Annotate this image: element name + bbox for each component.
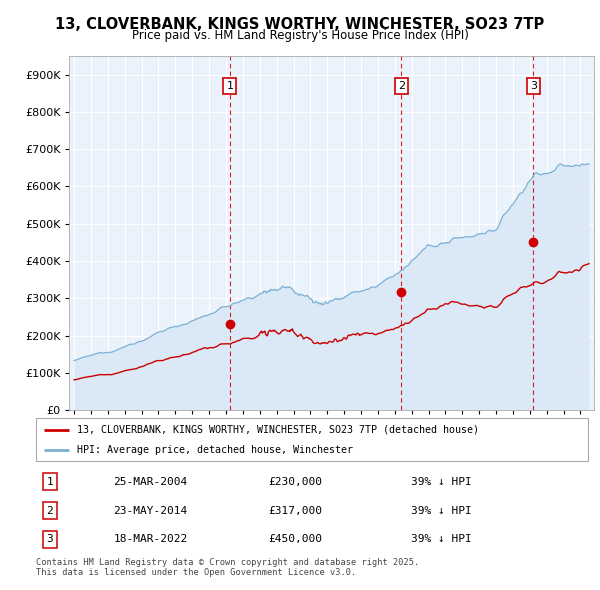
Text: 1: 1	[46, 477, 53, 487]
Text: 39% ↓ HPI: 39% ↓ HPI	[412, 506, 472, 516]
Text: 25-MAR-2004: 25-MAR-2004	[113, 477, 188, 487]
Text: 3: 3	[46, 535, 53, 545]
Text: £450,000: £450,000	[268, 535, 322, 545]
Text: £230,000: £230,000	[268, 477, 322, 487]
Text: 2: 2	[398, 81, 405, 91]
Text: £317,000: £317,000	[268, 506, 322, 516]
Text: Price paid vs. HM Land Registry's House Price Index (HPI): Price paid vs. HM Land Registry's House …	[131, 30, 469, 42]
Text: 39% ↓ HPI: 39% ↓ HPI	[412, 535, 472, 545]
Text: 23-MAY-2014: 23-MAY-2014	[113, 506, 188, 516]
Text: 13, CLOVERBANK, KINGS WORTHY, WINCHESTER, SO23 7TP: 13, CLOVERBANK, KINGS WORTHY, WINCHESTER…	[55, 17, 545, 31]
Text: HPI: Average price, detached house, Winchester: HPI: Average price, detached house, Winc…	[77, 445, 353, 455]
Text: 13, CLOVERBANK, KINGS WORTHY, WINCHESTER, SO23 7TP (detached house): 13, CLOVERBANK, KINGS WORTHY, WINCHESTER…	[77, 425, 479, 435]
Text: 2: 2	[46, 506, 53, 516]
Text: 1: 1	[226, 81, 233, 91]
Text: 3: 3	[530, 81, 537, 91]
Text: Contains HM Land Registry data © Crown copyright and database right 2025.
This d: Contains HM Land Registry data © Crown c…	[36, 558, 419, 577]
Text: 39% ↓ HPI: 39% ↓ HPI	[412, 477, 472, 487]
Text: 18-MAR-2022: 18-MAR-2022	[113, 535, 188, 545]
